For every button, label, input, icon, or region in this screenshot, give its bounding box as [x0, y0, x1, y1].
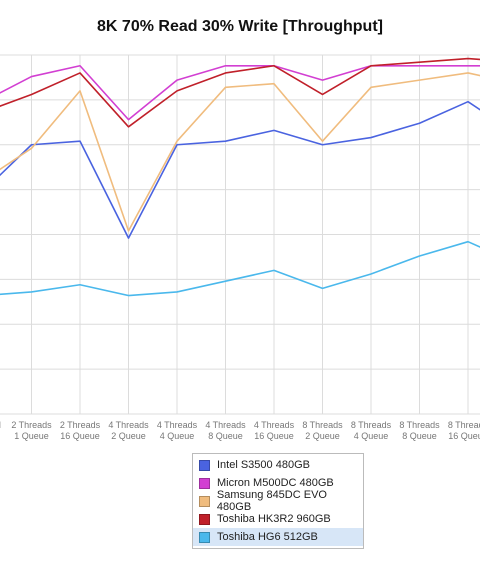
x-tick-label: 8 Threads 4 Queue	[351, 420, 392, 441]
legend-swatch	[199, 495, 210, 507]
legend-swatch	[199, 477, 210, 489]
x-tick-label: 4 Threads 4 Queue	[157, 420, 198, 441]
legend-swatch	[199, 459, 210, 471]
x-tick-label: 2 Threads 16 Queue	[60, 420, 101, 441]
legend-item-toshiba-hk3r2[interactable]: Toshiba HK3R2 960GB	[193, 510, 363, 528]
x-tick-label: 4 Threads 8 Queue	[205, 420, 246, 441]
x-tick-label: 4 Threads 16 Queue	[254, 420, 295, 441]
series-line-intel-s3500-480gb	[0, 100, 480, 239]
x-tick-label: 1 Thread1 Queue	[0, 420, 1, 441]
legend-item-toshiba-hg6[interactable]: Toshiba HG6 512GB	[193, 528, 363, 546]
legend-label: Micron M500DC 480GB	[217, 477, 334, 489]
legend-swatch	[199, 513, 210, 525]
legend-label: Toshiba HK3R2 960GB	[217, 513, 331, 525]
x-tick-label: 8 Threads 8 Queue	[399, 420, 440, 441]
series-line-toshiba-hk3r2-960gb	[0, 57, 480, 128]
chart-title: 8K 70% Read 30% Write [Throughput]	[97, 18, 383, 35]
x-tick-label: 4 Threads 2 Queue	[108, 420, 149, 441]
series-line-toshiba-hg6-512gb	[0, 240, 480, 297]
series-lines	[0, 57, 480, 297]
legend-label: Samsung 845DC EVO 480GB	[216, 489, 327, 513]
series-line-samsung-845dc-evo-480gb	[0, 72, 480, 232]
legend-item-intel-s3500[interactable]: Intel S3500 480GB	[193, 456, 363, 474]
x-tick-label: 2 Threads 1 Queue	[11, 420, 52, 441]
legend-swatch	[199, 531, 210, 543]
grid-lines	[0, 54, 480, 415]
legend-item-samsung-845dc-evo[interactable]: Samsung 845DC EVO 480GB	[193, 489, 363, 513]
x-tick-label: 8 Threads 2 Queue	[302, 420, 343, 441]
legend-label: Toshiba HG6 512GB	[217, 531, 318, 543]
legend-item-micron-m500dc[interactable]: Micron M500DC 480GB	[193, 474, 363, 492]
chart-legend: Intel S3500 480GB Micron M500DC 480GB Sa…	[192, 453, 364, 549]
series-line-micron-m500dc-480gb	[0, 64, 480, 121]
legend-label: Intel S3500 480GB	[217, 459, 310, 471]
